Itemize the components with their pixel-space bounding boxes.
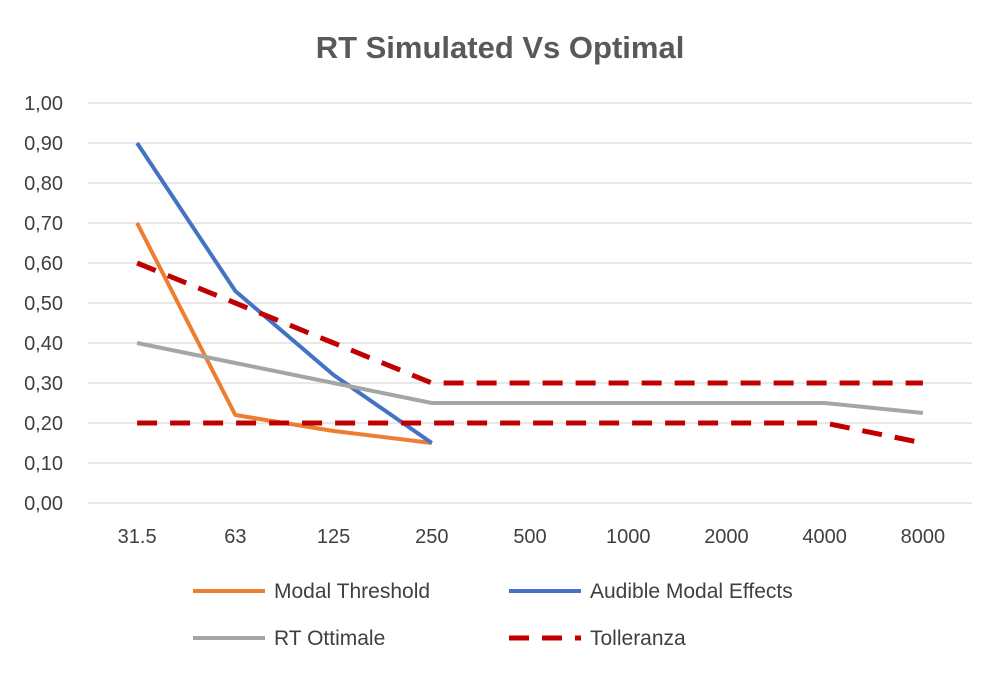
- y-axis-ticks: 0,00 0,10 0,20 0,30 0,40 0,50 0,60 0,70 0,80 0,90…: [24, 93, 63, 515]
- y-tick-label: 0,90: [24, 133, 63, 155]
- y-tick-label: 0,20: [24, 413, 63, 435]
- x-tick-label: 31.5: [118, 526, 157, 548]
- x-tick-label: 250: [415, 526, 448, 548]
- y-tick-label: 0,40: [24, 333, 63, 355]
- legend: Modal Threshold Audible Modal Effects RT O…: [193, 580, 793, 650]
- series-line: [136, 341, 924, 415]
- y-tick-label: 0,30: [24, 373, 63, 395]
- x-tick-label: 125: [317, 526, 350, 548]
- chart-title: RT Simulated Vs Optimal: [316, 30, 685, 65]
- x-tick-label: 1000: [606, 526, 651, 548]
- series-line: [137, 420, 924, 446]
- gridlines: [88, 102, 972, 504]
- y-tick-label: 0,80: [24, 173, 63, 195]
- legend-label: Modal Threshold: [274, 580, 430, 603]
- x-axis-ticks: 31.5 63 125 250 500 1000 2000 4000 8000: [118, 526, 945, 548]
- legend-label: RT Ottimale: [274, 627, 385, 650]
- legend-label: Audible Modal Effects: [590, 580, 793, 603]
- x-tick-label: 4000: [802, 526, 847, 548]
- y-tick-label: 0,50: [24, 293, 63, 315]
- x-tick-label: 500: [513, 526, 546, 548]
- x-tick-label: 63: [224, 526, 246, 548]
- y-tick-label: 0,60: [24, 253, 63, 275]
- y-tick-label: 0,70: [24, 213, 63, 235]
- x-tick-label: 2000: [704, 526, 749, 548]
- x-tick-label: 8000: [901, 526, 946, 548]
- series-lines: [135, 141, 924, 446]
- series-line: [136, 260, 923, 386]
- y-tick-label: 0,00: [24, 493, 63, 515]
- y-tick-label: 0,10: [24, 453, 63, 475]
- y-tick-label: 1,00: [24, 93, 63, 115]
- legend-label: Tolleranza: [590, 627, 686, 650]
- series-line: [135, 141, 433, 445]
